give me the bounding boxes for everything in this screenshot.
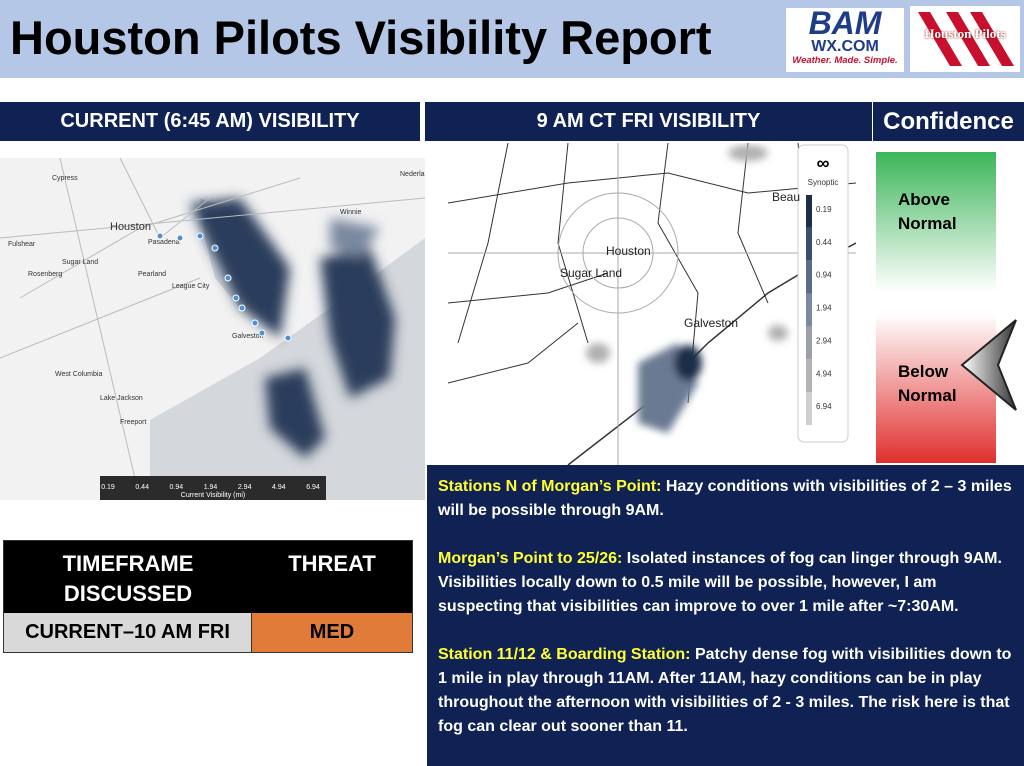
notes-box: Stations N of Morgan’s Point: Hazy condi… [427, 465, 1024, 766]
logo-bam: BAM [808, 5, 882, 41]
confidence-above: Above Normal [898, 190, 957, 233]
station-dot [211, 244, 219, 252]
legend-value: 0.19 [816, 205, 832, 214]
place-label: Pasadena [148, 239, 180, 246]
confidence-below: Below Normal [898, 362, 957, 405]
note-paragraph: Station 11/12 & Boarding Station: Patchy… [438, 643, 1016, 739]
header-cell: THREAT [288, 551, 376, 576]
legend-value: 0.44 [135, 484, 149, 491]
fog-blobs [190, 198, 395, 458]
legend-swatch [806, 195, 812, 228]
place-label: Sugar Land [62, 259, 98, 266]
legend-swatch [806, 227, 812, 261]
legend-value: 0.19 [101, 484, 115, 491]
place-label: Winnie [340, 209, 362, 216]
header-cell: TIMEFRAME DISCUSSED [62, 551, 194, 606]
bam-logo: BAM WX.COM Weather. Made. Simple. [786, 5, 904, 72]
pilots-logo: Houston Pilots [910, 6, 1020, 72]
logo-wx: WX.COM [811, 38, 879, 55]
chevron [960, 319, 1017, 411]
legend-value: 1.94 [816, 304, 832, 313]
legend-value: 4.94 [816, 369, 832, 378]
station-dot [238, 304, 246, 312]
legend-value: 2.94 [816, 336, 832, 345]
legend-swatch [806, 359, 812, 393]
threat-table: TIMEFRAME DISCUSSED THREAT CURRENT–10 AM… [3, 540, 413, 653]
legend-value: 6.94 [306, 484, 320, 491]
note-paragraph: Stations N of Morgan’s Point: Hazy condi… [438, 475, 1016, 523]
legend-value: 1.94 [204, 484, 218, 491]
note-lead: Station 11/12 & Boarding Station: [438, 646, 691, 663]
station-dot [251, 319, 259, 327]
place-label: Fulshear [8, 241, 36, 248]
confidence-pointer [960, 319, 1017, 411]
legend-value: 0.94 [816, 271, 832, 280]
table-row: CURRENT–10 AM FRI MED [4, 613, 412, 652]
legend-title: Current Visibility (mi) [181, 492, 245, 499]
legend-value: 0.44 [816, 238, 832, 247]
place-label: Cypress [52, 175, 78, 182]
place-label: Galveston [684, 316, 738, 330]
fog-blobs [586, 145, 788, 433]
panel-header: CURRENT (6:45 AM) VISIBILITY [0, 102, 420, 141]
table-header: TIMEFRAME DISCUSSED THREAT [4, 541, 412, 613]
roads [0, 158, 425, 500]
current-map: Cypress Houston Pasadena Fulshear Sugar Land… [0, 158, 425, 500]
panel-header: 9 AM CT FRI VISIBILITY [425, 102, 872, 141]
station-dot [232, 294, 240, 302]
station-dot [284, 334, 292, 342]
note-lead: Morgan’s Point to 25/26: [438, 550, 623, 567]
note-lead: Stations N of Morgan’s Point: [438, 478, 662, 495]
panel-header: Confidence [873, 102, 1024, 141]
place-label: Galveston [232, 333, 264, 340]
place-label: Sugar Land [560, 266, 622, 280]
station-dot [258, 329, 266, 337]
legend-value: 4.94 [272, 484, 286, 491]
place-label: West Columbia [55, 371, 102, 378]
legend-value: 6.94 [816, 402, 832, 411]
title: Houston Pilots Visibility Report [10, 11, 712, 64]
place-label: Houston [110, 221, 151, 233]
legend-value: 0.94 [170, 484, 184, 491]
legend-title: Synoptic [808, 178, 839, 187]
note-text: Isolated instances of fog can linger thr… [438, 550, 1002, 615]
place-label: League City [172, 283, 210, 290]
station-dot [224, 274, 232, 282]
forecast-map: ∞ Houston Sugar Land Galveston Beau Synoptic… [448, 143, 856, 465]
logo-pilots: Houston Pilots [924, 26, 1006, 41]
station-dot [156, 232, 164, 240]
place-label: Beau [772, 190, 800, 204]
cell: CURRENT–10 AM FRI [4, 613, 252, 652]
legend-swatch [806, 392, 812, 425]
legend-box [797, 144, 849, 443]
note-paragraph: Morgan’s Point to 25/26: Isolated instan… [438, 547, 1016, 619]
station-dot [196, 232, 204, 240]
place-label: Lake Jackson [100, 395, 143, 402]
legend-icon: ∞ [817, 153, 830, 173]
place-label: Nederland [400, 171, 425, 178]
roads [448, 143, 856, 465]
note-text: Patchy dense fog with visibilities down … [438, 646, 1012, 735]
pilots-stripes [918, 12, 1014, 66]
legend-box [100, 476, 326, 500]
place-label: Freeport [120, 419, 147, 426]
legend-swatch [806, 293, 812, 327]
legend-swatch [806, 326, 812, 360]
legend-value: 2.94 [238, 484, 252, 491]
cell: MED [252, 613, 412, 652]
pilots-mark [918, 12, 1014, 66]
place-label: Houston [606, 244, 651, 258]
place-label: Rosenberg [28, 271, 62, 278]
note-text: Hazy conditions with visibilities of 2 –… [438, 478, 1012, 519]
logo-tagline: Weather. Made. Simple. [792, 55, 898, 66]
place-label: Pearland [138, 271, 166, 278]
legend-swatch [806, 260, 812, 294]
confidence-gradient [876, 152, 996, 463]
station-dot [176, 234, 184, 242]
